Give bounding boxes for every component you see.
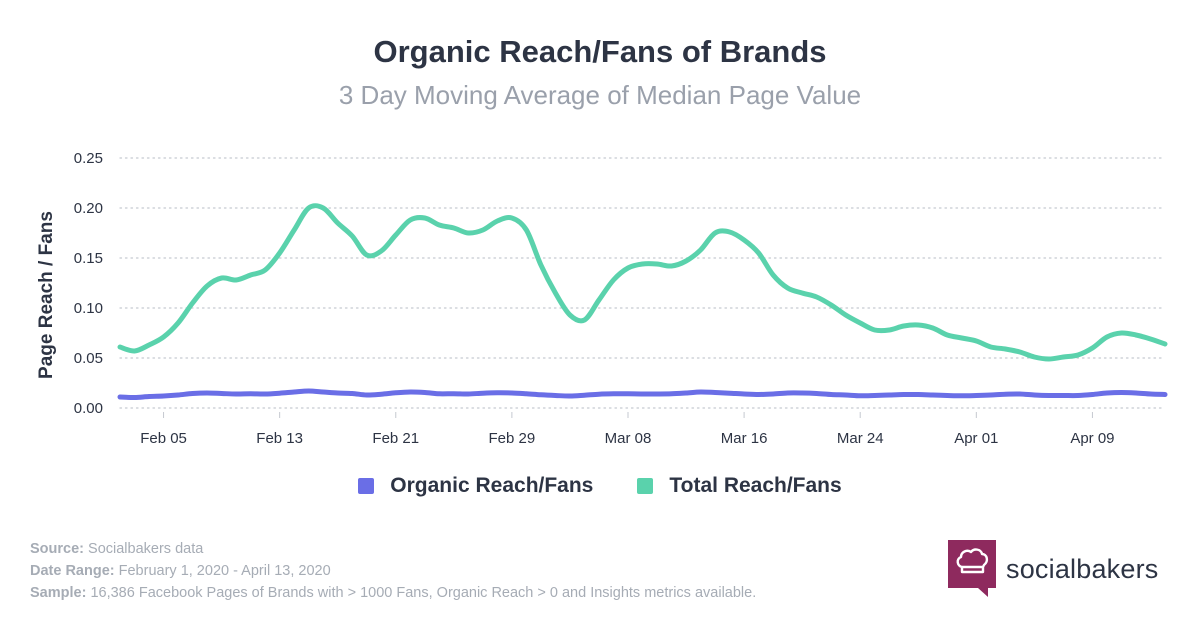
y-tick-label: 0.10	[74, 300, 103, 317]
x-tick-label: Apr 01	[954, 430, 998, 447]
x-tick-label: Apr 09	[1070, 430, 1114, 447]
x-tick-label: Mar 16	[721, 430, 768, 447]
series-line-total-reach-fans	[117, 203, 1168, 362]
footer-sample: Sample: 16,386 Facebook Pages of Brands …	[30, 585, 757, 601]
chart-title: Organic Reach/Fans of Brands	[373, 34, 827, 69]
x-tick-label: Feb 13	[256, 430, 303, 447]
legend-label-organic: Organic Reach/Fans	[390, 474, 594, 497]
footer-date-range: Date Range: February 1, 2020 - April 13,…	[30, 563, 331, 579]
legend-item-total[interactable]: Total Reach/Fans	[637, 474, 842, 498]
legend-item-organic[interactable]: Organic Reach/Fans	[358, 474, 593, 498]
legend-swatch-organic	[358, 478, 375, 494]
chart-footer: Source: Socialbakers data Date Range: Fe…	[30, 538, 756, 604]
chart-legend: Organic Reach/Fans Total Reach/Fans	[0, 474, 1200, 498]
x-tick-label: Feb 29	[489, 430, 536, 447]
brand-logo: socialbakers	[948, 540, 1158, 598]
x-tick-label: Mar 08	[605, 430, 652, 447]
legend-label-total: Total Reach/Fans	[669, 474, 842, 497]
y-tick-label: 0.25	[74, 150, 103, 167]
x-tick-label: Feb 05	[140, 430, 187, 447]
footer-source: Source: Socialbakers data	[30, 541, 204, 557]
x-tick-label: Mar 24	[837, 430, 884, 447]
series-line-organic-reach-fans	[117, 388, 1168, 401]
x-tick-label: Feb 21	[372, 430, 419, 447]
brand-name: socialbakers	[1006, 553, 1159, 584]
y-tick-label: 0.05	[74, 350, 103, 367]
chef-hat-icon	[948, 540, 996, 597]
y-tick-label: 0.00	[74, 400, 103, 417]
chart-subtitle: 3 Day Moving Average of Median Page Valu…	[338, 80, 862, 110]
y-tick-label: 0.20	[74, 200, 103, 217]
y-axis-label: Page Reach / Fans	[36, 211, 57, 379]
legend-swatch-total	[637, 478, 654, 494]
y-tick-label: 0.15	[74, 250, 103, 267]
